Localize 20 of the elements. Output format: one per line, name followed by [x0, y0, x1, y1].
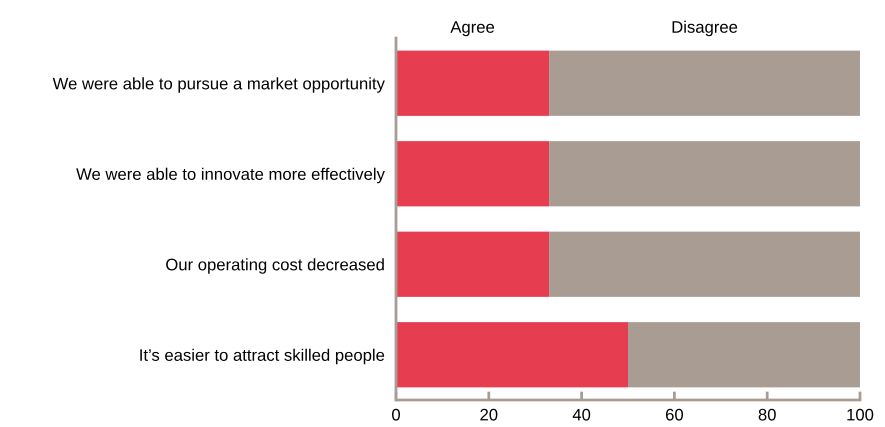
bar [549, 50, 860, 116]
x-tick-label: 0 [392, 408, 400, 421]
series-label: Disagree [672, 20, 738, 36]
x-tick-label: 80 [758, 408, 776, 421]
y-tick-label: It’s easier to attract skilled people [140, 348, 384, 364]
bar [396, 50, 550, 116]
bar [549, 232, 860, 297]
x-tick-label: 20 [480, 408, 498, 421]
bar [628, 322, 860, 388]
bar [396, 141, 550, 206]
x-tick-label: 100 [847, 408, 874, 421]
y-tick-label: We were able to pursue a market opportunity [52, 77, 385, 93]
bar [549, 141, 860, 206]
bar [396, 232, 550, 297]
x-tick-label: 60 [666, 408, 684, 421]
x-tick-label: 40 [572, 408, 590, 421]
bar [396, 322, 628, 388]
series-label: Agree [450, 21, 494, 36]
y-tick-label: Our operating cost decreased [166, 258, 384, 274]
y-tick-label: We were able to innovate more effectively [76, 168, 385, 184]
